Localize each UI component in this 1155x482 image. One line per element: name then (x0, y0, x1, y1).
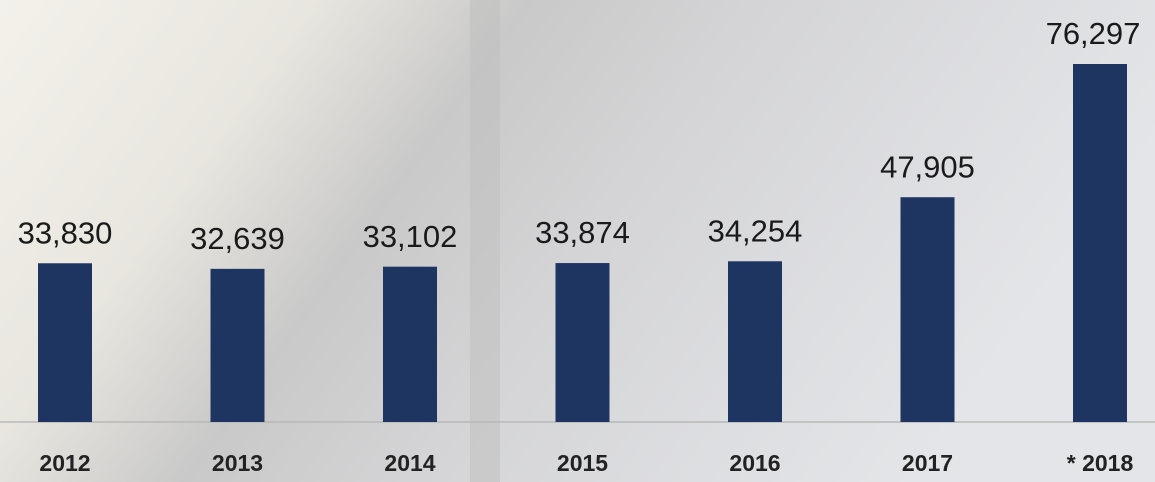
x-tick-label: 2017 (902, 450, 953, 476)
value-label: 33,102 (363, 219, 458, 254)
value-label: 33,874 (535, 215, 630, 250)
bar (901, 197, 955, 422)
value-label: 32,639 (190, 221, 285, 256)
bar (728, 261, 782, 422)
page: 33,830 2012 32,639 2013 33,102 2014 33,874 2015… (0, 0, 1155, 482)
bar (211, 269, 265, 422)
bar (383, 267, 437, 422)
value-label: 47,905 (880, 149, 975, 184)
x-tick-label: 2015 (557, 450, 608, 476)
value-label: 34,254 (708, 213, 803, 248)
value-label: 33,830 (18, 215, 113, 250)
bar (1073, 64, 1127, 422)
x-tick-label: 2012 (39, 450, 90, 476)
x-tick-label: 2014 (384, 450, 435, 476)
x-tick-label: * 2018 (1067, 450, 1134, 476)
x-tick-label: 2013 (212, 450, 263, 476)
background-pillar (470, 0, 500, 482)
chart: 33,830 2012 32,639 2013 33,102 2014 33,874 2015… (0, 0, 1155, 482)
value-label: 76,297 (1046, 16, 1141, 51)
bar (556, 263, 610, 422)
bar (38, 263, 92, 422)
x-tick-label: 2016 (729, 450, 780, 476)
